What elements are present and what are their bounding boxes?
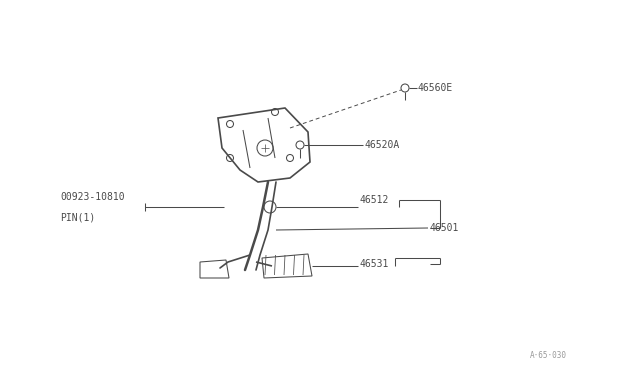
Text: 46501: 46501 (430, 223, 460, 233)
Text: A·65·030: A·65·030 (530, 351, 567, 360)
Text: 00923-10810: 00923-10810 (60, 192, 125, 202)
Text: 46520A: 46520A (365, 140, 400, 150)
Text: 46512: 46512 (360, 195, 389, 205)
Text: 46560E: 46560E (418, 83, 453, 93)
Text: 46531: 46531 (360, 259, 389, 269)
Text: PIN(1): PIN(1) (60, 212, 95, 222)
